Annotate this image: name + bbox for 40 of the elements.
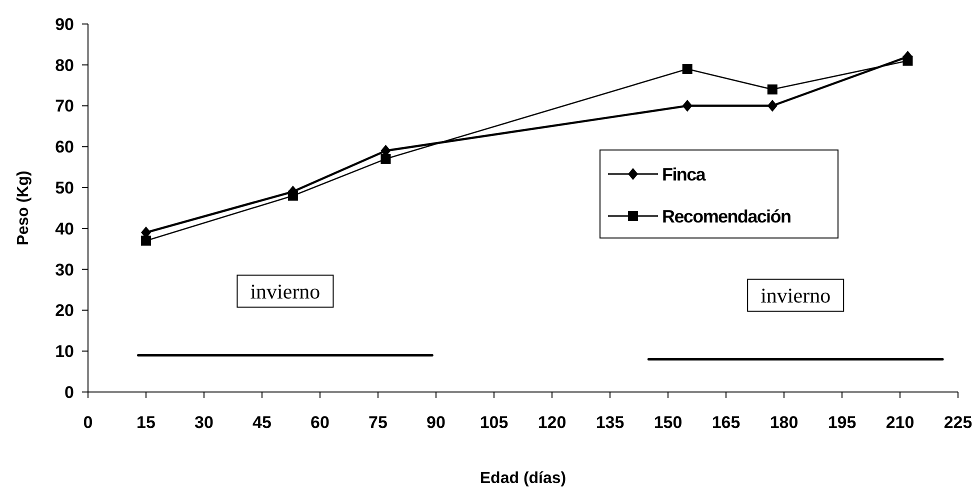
- y-tick-label: 60: [55, 138, 74, 157]
- y-tick-label: 70: [55, 96, 74, 116]
- x-axis-title: Edad (días): [480, 470, 566, 487]
- point: [767, 84, 778, 94]
- annotation: invierno: [250, 280, 320, 304]
- point: [902, 56, 913, 66]
- x-tick-label: 120: [538, 413, 566, 432]
- point: [682, 100, 692, 112]
- y-tick-label: 50: [55, 178, 74, 198]
- x-tick-label: 45: [252, 413, 272, 432]
- x-tick-label: 165: [712, 413, 740, 432]
- x-tick-label: 90: [426, 413, 446, 432]
- x-tick-label: 0: [83, 413, 93, 432]
- y-tick-label: 90: [55, 14, 74, 34]
- x-tick-label: 30: [194, 413, 214, 432]
- point: [141, 236, 151, 246]
- x-tick-label: 225: [944, 413, 972, 432]
- y-tick-label: 40: [55, 219, 74, 238]
- legend-label: Finca: [662, 164, 707, 184]
- x-tick-label: 60: [310, 413, 330, 432]
- x-tick-label: 75: [368, 413, 388, 432]
- point: [288, 190, 298, 201]
- y-tick-label: 10: [55, 342, 74, 362]
- y-tick-label: 20: [55, 301, 74, 320]
- x-tick-label: 150: [654, 413, 682, 432]
- x-tick-label: 105: [480, 413, 508, 432]
- x-tick-label: 135: [596, 413, 624, 432]
- annotation: invierno: [760, 284, 831, 308]
- x-tick-label: 15: [136, 413, 156, 432]
- y-tick-label: 80: [55, 56, 74, 75]
- legend-label: Recomendación: [662, 206, 791, 226]
- x-tick-label: 180: [770, 413, 798, 432]
- y-tick-label: 30: [55, 260, 74, 280]
- y-tick-label: 0: [64, 382, 74, 402]
- point: [767, 100, 778, 112]
- x-tick-label: 210: [886, 413, 914, 432]
- point: [682, 64, 692, 74]
- x-tick-label: 195: [828, 413, 856, 432]
- point: [380, 154, 391, 164]
- y-axis-title: Peso (Kg): [15, 170, 32, 246]
